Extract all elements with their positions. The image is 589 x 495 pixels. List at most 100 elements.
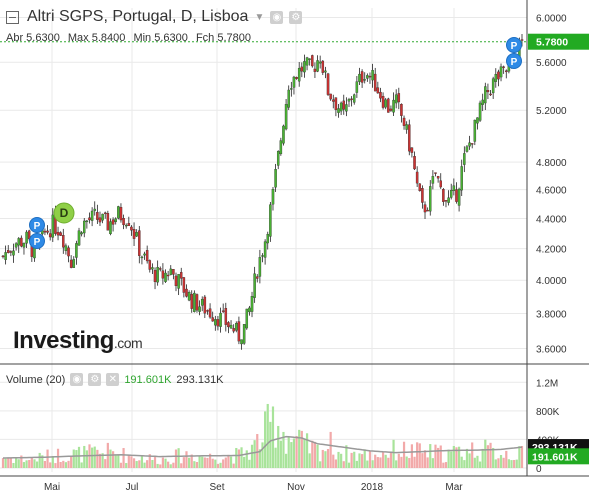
candle-body — [103, 212, 107, 214]
eye-icon[interactable]: ◉ — [270, 10, 284, 24]
gear-icon[interactable]: ⚙ — [88, 373, 102, 386]
candle-body — [232, 328, 235, 332]
candle-body — [25, 231, 28, 244]
candle-body — [193, 292, 196, 312]
candle-body — [27, 230, 31, 240]
volume-bar — [25, 460, 28, 468]
candle-body — [405, 124, 408, 130]
chevron-down-icon[interactable]: ▼ — [254, 11, 265, 23]
volume-bar — [478, 461, 482, 468]
gear-icon[interactable]: ⚙ — [289, 10, 303, 24]
volume-bar — [492, 447, 495, 468]
volume-bar — [104, 459, 107, 468]
volume-bar — [237, 449, 241, 468]
event-marker — [29, 233, 45, 249]
volume-bar — [494, 459, 497, 468]
volume-bar — [62, 460, 65, 468]
candle-body — [219, 312, 222, 327]
candle-body — [442, 189, 445, 202]
volume-bar — [486, 445, 490, 468]
volume-bar — [350, 452, 353, 468]
candle-body — [376, 87, 380, 94]
volume-bar — [510, 460, 513, 468]
candle-body — [56, 231, 60, 236]
candle-body — [308, 58, 311, 60]
time-tick-label: 2018 — [361, 482, 384, 493]
candle-body — [64, 245, 68, 251]
candle-body — [499, 66, 503, 78]
candle-body — [235, 323, 238, 331]
volume-bar — [345, 445, 348, 468]
candle-body — [337, 108, 340, 113]
candle-body — [106, 213, 110, 231]
investing-logo: Investing.com — [13, 327, 143, 354]
volume-bar — [153, 455, 157, 468]
price-tick-label: 4.4000 — [536, 214, 567, 225]
volume-bar — [476, 455, 479, 468]
candle-body — [311, 55, 314, 67]
close-icon[interactable]: ✕ — [106, 373, 120, 386]
volume-bar — [46, 449, 49, 468]
volume-bar — [98, 453, 102, 468]
price-candles — [1, 34, 524, 350]
last-price-box — [528, 33, 589, 50]
candle-body — [316, 60, 319, 72]
volume-bar — [274, 447, 277, 468]
candle-body — [463, 153, 466, 165]
volume-bar — [326, 449, 330, 468]
time-tick-label: Nov — [287, 482, 305, 493]
candle-body — [80, 232, 83, 235]
volume-bar — [101, 453, 104, 468]
candle-body — [245, 308, 249, 329]
candle-body — [117, 206, 120, 219]
candle-body — [350, 98, 353, 100]
price-tick-label: 4.8000 — [536, 158, 567, 169]
volume-bars — [1, 403, 524, 468]
candle-body — [169, 268, 173, 275]
candle-body — [69, 259, 73, 268]
candle-body — [90, 210, 94, 221]
volume-bar — [22, 462, 26, 468]
candle-body — [449, 190, 453, 198]
candle-body — [132, 229, 136, 239]
candle-body — [138, 230, 141, 256]
candle-body — [43, 230, 47, 233]
candle-body — [502, 66, 505, 68]
volume-label: Volume (20) — [6, 373, 66, 386]
candle-body — [468, 142, 471, 147]
volume-bar — [240, 447, 243, 468]
volume-bar — [229, 456, 233, 468]
volume-bar — [4, 458, 7, 468]
candle-body — [51, 214, 55, 238]
candle-body — [486, 90, 490, 93]
event-marker — [506, 37, 522, 53]
volume-bar — [261, 442, 264, 468]
collapse-icon[interactable] — [6, 10, 19, 24]
candle-body — [321, 60, 325, 73]
candle-body — [72, 259, 76, 268]
volume-bar — [198, 455, 201, 468]
volume-bar — [266, 403, 269, 468]
candle-body — [96, 212, 99, 220]
eye-icon[interactable]: ◉ — [70, 373, 84, 386]
open-value: Abr 5.6300 — [6, 32, 60, 44]
volume-bar — [408, 458, 411, 468]
candle-body — [520, 39, 524, 41]
price-tick-label: 3.6000 — [536, 345, 567, 356]
candle-body — [109, 221, 112, 235]
candle-body — [418, 183, 422, 192]
volume-bar — [402, 441, 406, 468]
candle-body — [408, 124, 411, 152]
volume-bar — [30, 457, 33, 468]
time-tick-label: Set — [209, 482, 224, 493]
candle-body — [200, 298, 204, 306]
volume-bar — [193, 461, 196, 468]
time-tick-label: Mai — [44, 482, 60, 493]
volume-bar — [418, 443, 421, 468]
candle-body — [177, 274, 180, 289]
volume-last-label: 191.601K — [532, 451, 578, 463]
candle-body — [256, 276, 259, 279]
volume-bar — [316, 444, 319, 468]
candle-body — [342, 100, 346, 110]
candle-body — [402, 117, 406, 126]
